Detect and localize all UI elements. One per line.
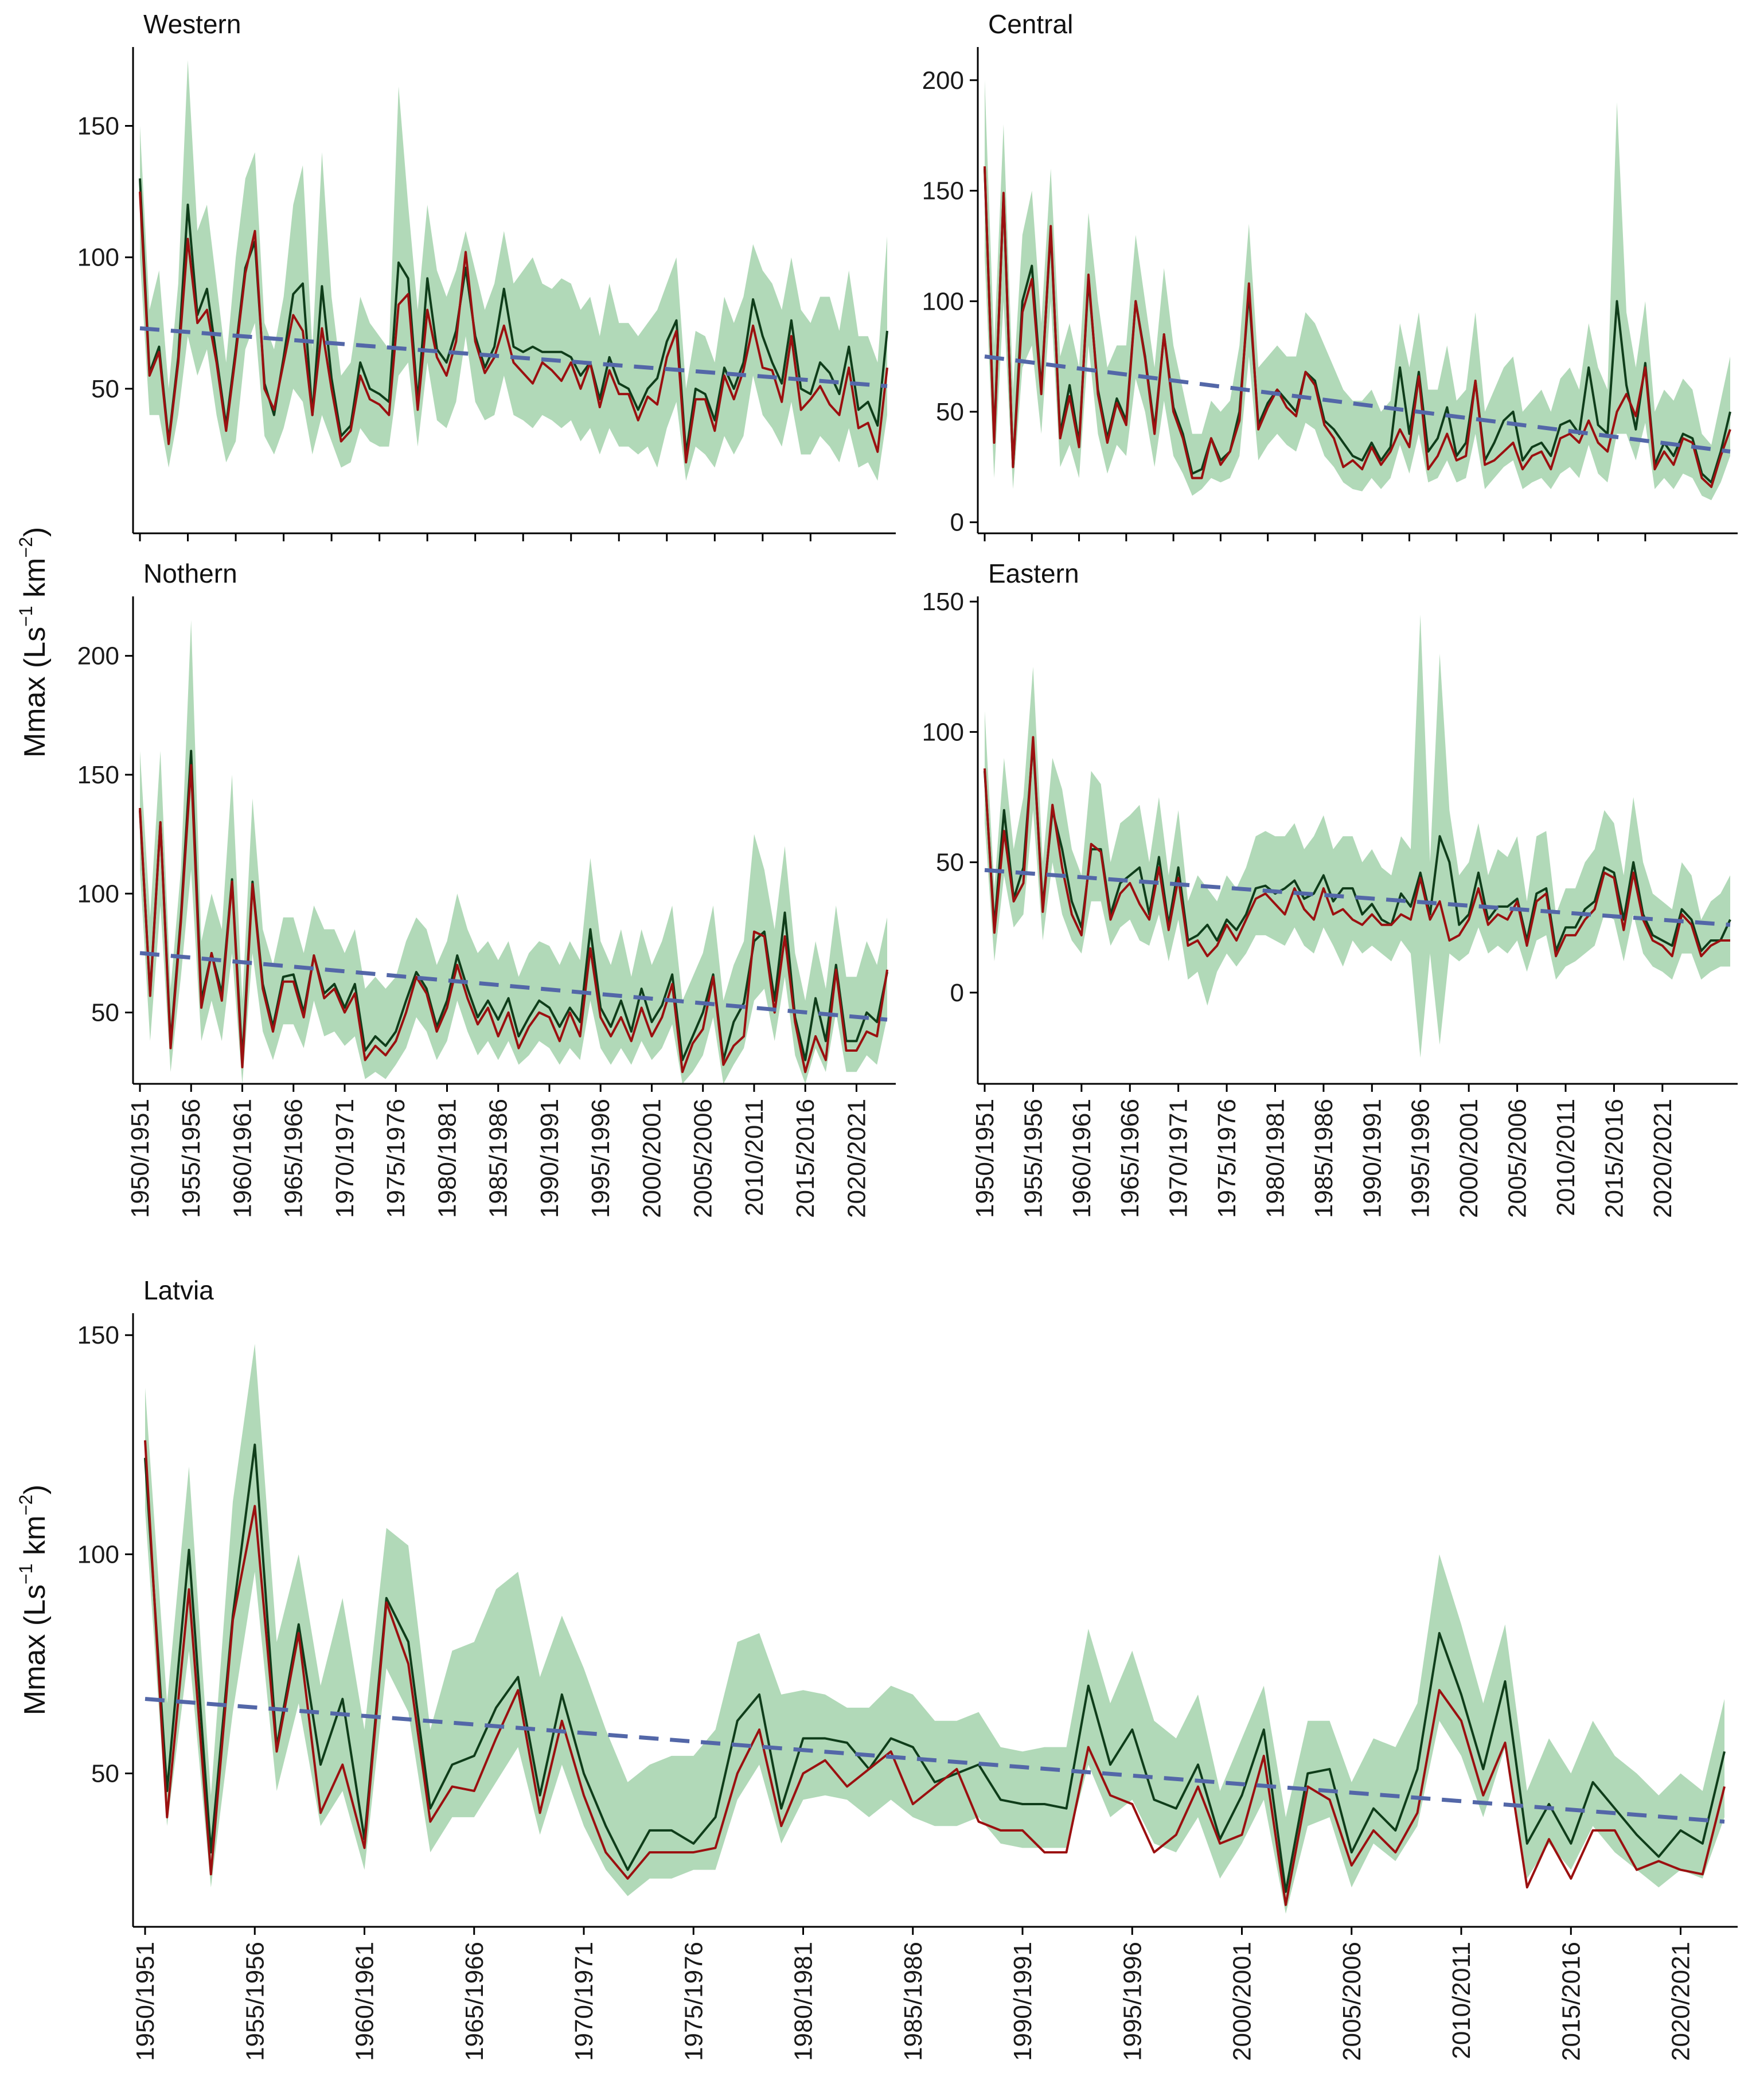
- x-tick-label: 2000/2001: [1228, 1942, 1257, 2061]
- observed-series-line: [144, 1440, 1726, 1906]
- uncertainty-band: [985, 614, 1730, 1058]
- x-tick-label: 2015/2016: [1600, 1099, 1628, 1218]
- panel-central: 0 50 100 150 200 Central: [922, 9, 1738, 541]
- trend-line: [984, 868, 1731, 927]
- panel-title: Latvia: [143, 1275, 214, 1305]
- y-axis-title-upper: Mmax (Ls−1 km−2): [15, 527, 52, 758]
- trend-line: [145, 1697, 1725, 1824]
- median-series-line: [144, 1443, 1726, 1893]
- x-tick-label: 1955/1956: [241, 1942, 269, 2061]
- x-tick-label: 1960/1961: [351, 1942, 379, 2061]
- trend-line: [139, 951, 888, 1022]
- x-tick-label: 1970/1971: [1165, 1099, 1193, 1218]
- x-tick-label: 1950/1951: [971, 1099, 999, 1218]
- y-tick-label: 100: [77, 1540, 119, 1568]
- y-tick-label: 0: [950, 979, 964, 1007]
- y-tick-label: 150: [922, 588, 964, 616]
- x-tick-label: 1965/1966: [280, 1099, 308, 1218]
- x-tick-label: 1985/1986: [899, 1942, 927, 2061]
- x-tick-label: 2000/2001: [638, 1099, 666, 1218]
- x-tick-label: 1970/1971: [331, 1099, 359, 1218]
- y-tick-label: 0: [950, 509, 964, 537]
- observed-series-line: [139, 191, 888, 464]
- x-tick-label: 1985/1986: [1310, 1099, 1338, 1218]
- x-tick-label: 1995/1996: [1118, 1942, 1146, 2061]
- y-tick-label: 150: [922, 177, 964, 205]
- observed-series-line: [139, 764, 888, 1074]
- x-tick-label: 2020/2021: [843, 1099, 871, 1218]
- x-tick-label: 2015/2016: [791, 1099, 820, 1218]
- x-tick-label: 1985/1986: [485, 1099, 513, 1218]
- y-tick-label: 150: [77, 1321, 119, 1349]
- x-tick-label: 1950/1951: [126, 1099, 154, 1218]
- x-tick-label: 1990/1991: [1009, 1942, 1037, 2061]
- x-tick-label: 1965/1966: [461, 1942, 489, 2061]
- y-tick-label: 50: [91, 999, 119, 1027]
- y-tick-label: 50: [936, 398, 964, 426]
- trend-line: [984, 354, 1731, 454]
- trend-line: [139, 326, 888, 388]
- x-tick-label: 2020/2021: [1649, 1099, 1677, 1218]
- x-tick-label: 1975/1976: [1213, 1099, 1241, 1218]
- y-tick-label: 150: [77, 112, 119, 140]
- panel-western: 50 100 150 Western: [77, 9, 896, 541]
- y-tick-label: 150: [77, 761, 119, 789]
- y-tick-label: 200: [77, 642, 119, 670]
- y-tick-label: 100: [77, 880, 119, 908]
- x-tick-label: 1950/1951: [131, 1942, 159, 2061]
- y-tick-label: 100: [922, 718, 964, 746]
- x-tick-label: 1990/1991: [536, 1099, 564, 1218]
- uncertainty-band: [140, 60, 887, 481]
- x-tick-label: 1970/1971: [570, 1942, 598, 2061]
- x-tick-label: 2010/2011: [740, 1099, 768, 1216]
- panel-title: Western: [143, 9, 241, 39]
- x-tick-label: 2005/2006: [689, 1099, 717, 1218]
- panel-title: Nothern: [143, 559, 237, 588]
- observed-series-line: [984, 166, 1731, 489]
- uncertainty-band: [145, 1344, 1724, 1914]
- x-tick-label: 2010/2011: [1447, 1942, 1476, 2059]
- panel-nothern: 50 100 150 200 1950/1951 1955/1956 1960/1961 19…: [77, 559, 896, 1218]
- y-tick-label: 50: [91, 1760, 119, 1788]
- x-tick-label: 1975/1976: [680, 1942, 708, 2061]
- x-tick-label: 1990/1991: [1358, 1099, 1386, 1218]
- x-tick-label: 2015/2016: [1557, 1942, 1585, 2061]
- x-tick-label: 1980/1981: [1262, 1099, 1290, 1218]
- x-tick-label: 1975/1976: [382, 1099, 410, 1218]
- x-tick-label: 1965/1966: [1116, 1099, 1144, 1218]
- x-tick-label: 1960/1961: [229, 1099, 257, 1218]
- x-tick-label: 1995/1996: [1407, 1099, 1435, 1218]
- panel-title: Central: [988, 9, 1073, 39]
- x-tick-label: 1995/1996: [587, 1099, 615, 1218]
- panel-eastern: 0 50 100 150 1950/1951 1955/1956 1960/1961 1965…: [922, 559, 1738, 1218]
- panel-title: Eastern: [988, 559, 1079, 588]
- y-tick-label: 100: [77, 244, 119, 272]
- x-tick-label: 1955/1956: [1019, 1099, 1047, 1218]
- x-tick-label: 1980/1981: [434, 1099, 462, 1218]
- observed-series-line: [984, 736, 1730, 958]
- y-axis-title-lower: Mmax (Ls−1 km−2): [15, 1485, 52, 1715]
- x-tick-label: 1955/1956: [177, 1099, 205, 1218]
- x-tick-label: 2010/2011: [1552, 1099, 1580, 1216]
- y-tick-label: 100: [922, 287, 964, 315]
- x-tick-label: 1960/1961: [1068, 1099, 1096, 1218]
- x-tick-label: 2005/2006: [1338, 1942, 1366, 2061]
- x-tick-label: 1980/1981: [790, 1942, 818, 2061]
- x-tick-label: 2000/2001: [1455, 1099, 1483, 1218]
- x-tick-label: 2020/2021: [1667, 1942, 1695, 2061]
- x-tick-label: 2005/2006: [1504, 1099, 1532, 1218]
- y-tick-label: 50: [936, 849, 964, 877]
- y-tick-label: 200: [922, 67, 964, 95]
- panel-latvia: 50 100 150 1950/1951 1955/1956 1960/1961 1965/…: [77, 1275, 1738, 2061]
- y-tick-label: 50: [91, 375, 119, 403]
